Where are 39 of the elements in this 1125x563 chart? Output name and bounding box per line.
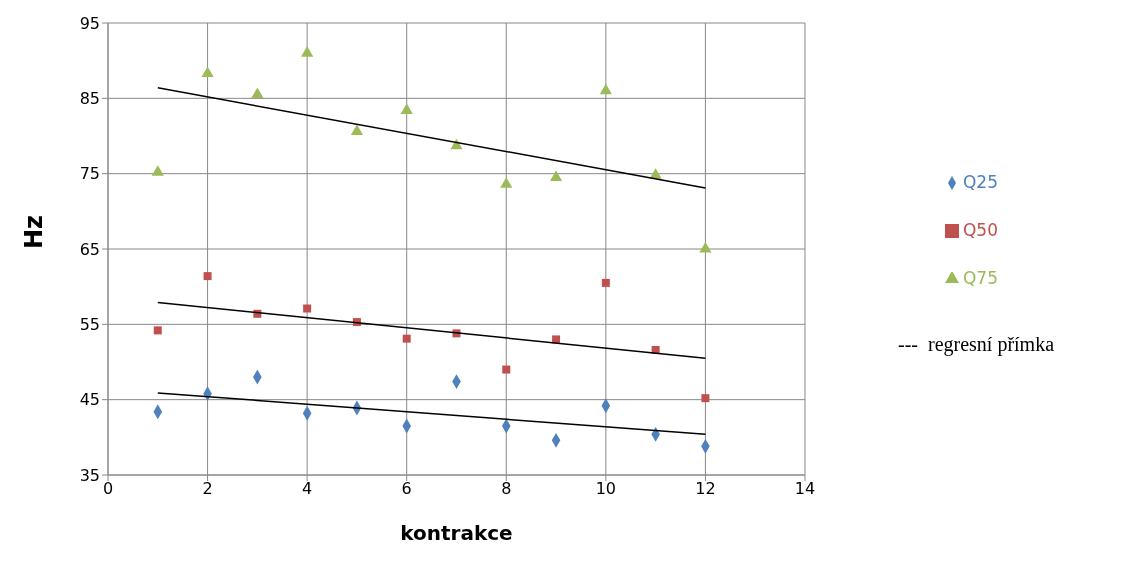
y-tick-label: 95 (79, 13, 100, 33)
point (303, 304, 312, 313)
legend-label: Q75 (962, 268, 998, 288)
x-tick-label: 0 (102, 479, 114, 499)
y-axis-title: Hz (19, 214, 48, 249)
x-axis-title: kontrakce (400, 521, 513, 545)
point (153, 326, 162, 335)
y-tick-label: 45 (79, 390, 100, 410)
point (699, 241, 712, 253)
point (599, 83, 612, 95)
y-tick-label: 85 (79, 89, 100, 109)
point (552, 335, 561, 344)
x-tick-label: 12 (695, 479, 716, 499)
y-tick-label: 65 (79, 239, 100, 259)
y-tick-label: 35 (79, 465, 100, 485)
x-tick-label: 14 (794, 479, 816, 499)
point (203, 272, 212, 281)
legend-label: Q50 (962, 220, 998, 240)
point (502, 365, 511, 374)
point (400, 103, 413, 114)
point (251, 87, 264, 99)
x-tick-label: 10 (595, 479, 617, 499)
x-tick-label: 6 (401, 479, 412, 499)
x-tick-label: 4 (302, 479, 313, 499)
y-tick-label: 75 (79, 164, 100, 184)
point (701, 394, 710, 403)
point (350, 124, 363, 135)
point (500, 177, 513, 188)
x-tick-label: 8 (501, 479, 512, 499)
x-tick-label: 2 (202, 479, 213, 499)
legend-label: Q25 (962, 172, 998, 192)
point (151, 165, 164, 176)
point (402, 334, 411, 343)
y-tick-label: 55 (79, 315, 100, 335)
point (201, 66, 214, 77)
point (301, 46, 314, 57)
point (601, 278, 610, 287)
text: --- regresní přímka (898, 333, 1055, 356)
point (549, 170, 563, 181)
